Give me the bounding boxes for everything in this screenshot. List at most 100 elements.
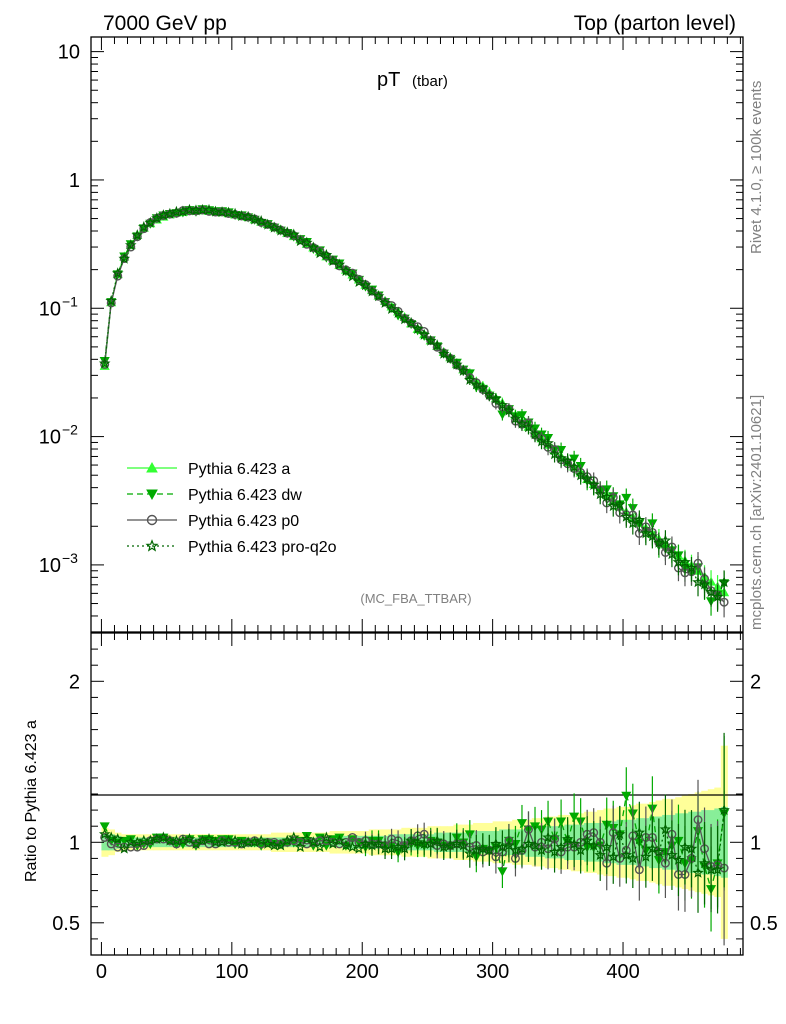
main-data-point [692, 576, 704, 588]
ratio-data-point [555, 841, 567, 853]
main-data-point [131, 229, 144, 241]
main-y-tick-label: 10 [39, 555, 61, 577]
ratio-y-tick-label-left: 0.5 [52, 913, 80, 935]
ratio-data-point [497, 867, 508, 877]
main-data-point [516, 411, 528, 421]
ratio-data-point [666, 849, 678, 861]
main-data-point [222, 206, 235, 218]
ratio-data-point [483, 844, 496, 856]
main-data-point [124, 239, 137, 251]
ratio-data-point [255, 834, 267, 846]
main-data-point [693, 558, 703, 568]
ratio-data-point [274, 839, 287, 851]
ratio-data-point [685, 842, 698, 854]
main-series-line [104, 209, 725, 593]
ratio-data-point [556, 817, 567, 827]
main-data-point [483, 388, 496, 400]
main-data-point [248, 213, 261, 225]
main-data-point [705, 586, 717, 598]
main-data-point [340, 264, 352, 276]
ratio-data-point [444, 839, 457, 851]
ratio-data-point [366, 839, 378, 851]
main-y-tick-label: 10 [39, 298, 61, 320]
ratio-data-point [398, 842, 411, 854]
x-tick-label: 100 [215, 961, 248, 983]
ratio-data-point [320, 831, 333, 843]
main-data-point [353, 275, 365, 287]
header-right: Top (parton level) [574, 12, 736, 35]
main-data-point [307, 241, 320, 253]
ratio-data-point [411, 836, 424, 848]
main-data-point [242, 210, 254, 222]
main-data-point [255, 215, 267, 226]
ratio-data-point [692, 866, 704, 878]
main-data-point [574, 469, 587, 481]
main-data-point [106, 298, 116, 308]
main-data-point [98, 357, 111, 369]
ratio-data-point [653, 845, 665, 857]
main-data-point [235, 209, 248, 221]
main-data-point [138, 221, 150, 233]
main-data-point [561, 454, 574, 466]
main-y-tick-exp: −1 [62, 293, 78, 309]
ratio-data-point [392, 841, 404, 853]
ratio-data-point [711, 863, 724, 875]
ratio-data-point [633, 826, 646, 838]
ratio-data-point [229, 834, 241, 846]
main-data-point [334, 261, 344, 271]
main-data-point [203, 203, 215, 215]
main-data-point [392, 306, 404, 318]
main-data-point [105, 294, 117, 306]
main-y-tick-exp: −3 [62, 550, 78, 566]
main-data-point [666, 548, 678, 560]
legend-marker [146, 514, 158, 526]
main-data-point [451, 358, 463, 370]
ratio-data-point [281, 834, 294, 846]
ratio-data-point [431, 834, 443, 846]
ratio-data-point [464, 847, 476, 859]
main-data-point [659, 534, 672, 546]
main-data-point [640, 527, 652, 539]
ratio-data-point [698, 857, 711, 869]
mcplots-label: mcplots.cern.ch [arXiv:2401.10621] [748, 395, 765, 630]
ratio-data-point [679, 841, 691, 853]
legend-marker [145, 539, 159, 552]
ratio-data-point [529, 839, 541, 851]
main-data-point [444, 352, 457, 364]
main-data-point [333, 258, 346, 270]
ratio-y-tick-label-right: 0.5 [750, 913, 778, 935]
ratio-data-point [157, 831, 170, 843]
main-data-point [314, 247, 326, 259]
main-data-point [327, 255, 339, 267]
main-data-point [346, 270, 359, 282]
ratio-data-point [118, 842, 131, 854]
main-data-point [320, 248, 333, 260]
main-data-point [111, 267, 124, 279]
ratio-data-point [613, 828, 626, 840]
ratio-data-point [672, 853, 685, 865]
main-data-point [496, 399, 509, 410]
main-data-point [379, 296, 391, 308]
main-data-point [424, 334, 437, 346]
ratio-data-point [111, 833, 124, 844]
legend-label: Pythia 6.423 a [188, 461, 290, 478]
x-tick-label: 0 [96, 961, 107, 983]
ratio-y-tick-label-left: 2 [69, 671, 80, 693]
main-data-point [288, 228, 300, 240]
legend-marker [146, 461, 158, 473]
main-data-point [139, 224, 149, 234]
ratio-data-point [627, 852, 639, 864]
ratio-data-point [372, 837, 385, 849]
ratio-data-point [235, 837, 248, 849]
main-data-point [594, 488, 606, 500]
main-data-point [118, 252, 131, 264]
main-data-point [372, 290, 385, 302]
ratio-data-point [659, 823, 672, 835]
ratio-data-point [196, 834, 209, 846]
main-data-point [711, 590, 724, 602]
ratio-data-point [105, 831, 117, 843]
ratio-data-point [581, 834, 593, 846]
main-data-point [274, 224, 287, 236]
main-data-point [581, 472, 593, 484]
ratio-data-point [248, 836, 261, 848]
